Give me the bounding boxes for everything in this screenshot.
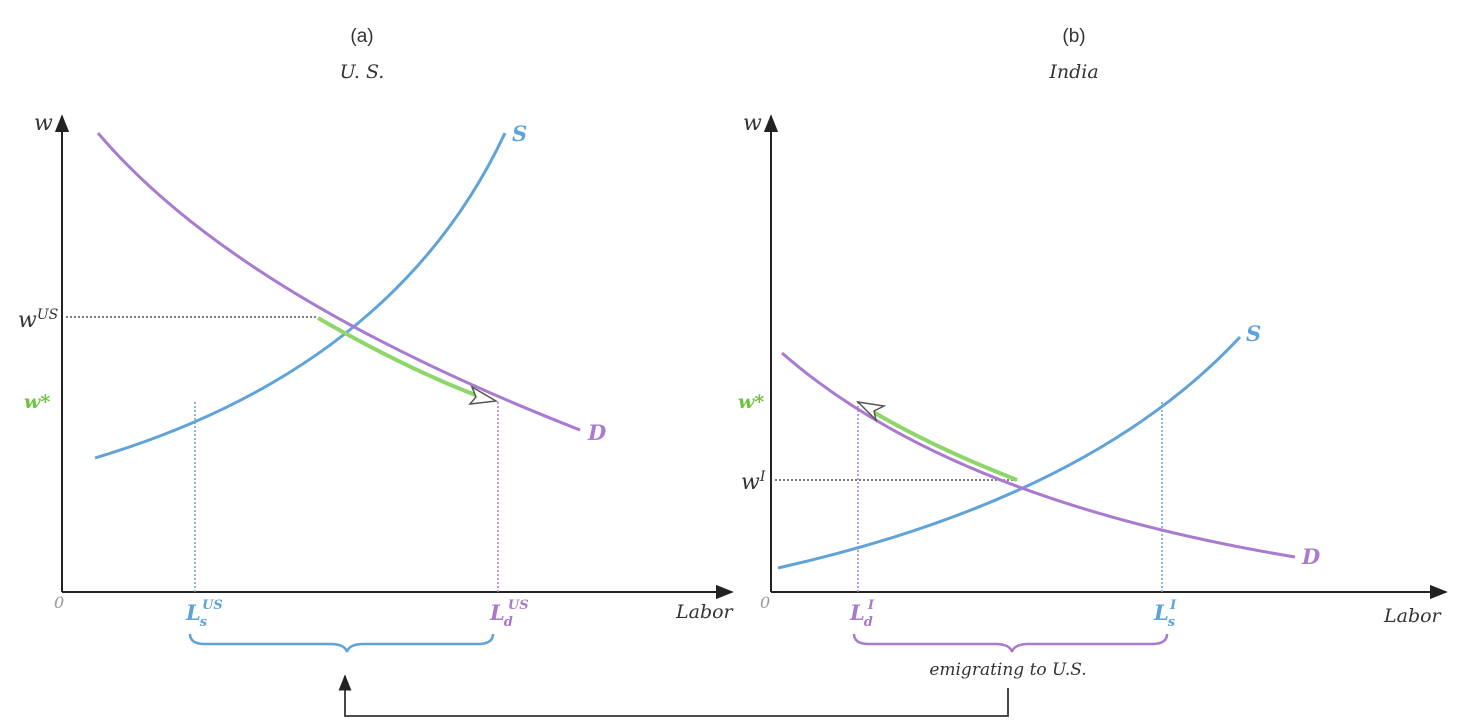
panel-a-x-axis-label: Labor xyxy=(675,601,735,623)
panel-b-brace xyxy=(852,633,1169,653)
panel-a-wage-us-label: wUS xyxy=(18,307,58,333)
panel-b-labor-supplied-label: LsI xyxy=(1153,598,1177,630)
panel-b-labor-demanded-label: LdI xyxy=(849,598,875,630)
panel-b-letter: (b) xyxy=(1062,26,1085,47)
panel-a-demand-curve xyxy=(96,132,581,432)
panel-a-labor-demanded-label: LdUS xyxy=(489,598,529,630)
panel-b-y-axis-label: w xyxy=(743,111,762,136)
emigration-connector xyxy=(338,674,1009,717)
panel-b-origin: 0 xyxy=(760,593,770,612)
panel-a: (a) U. S. w Labor 0 S D wUS w* LsUS LdUS xyxy=(18,26,735,653)
panel-b: (b) India w Labor 0 S D w* wI LdI LsI xyxy=(738,26,1448,680)
panel-a-origin: 0 xyxy=(54,593,64,612)
panel-b-supply-label: S xyxy=(1246,321,1261,346)
panel-b-brace-label: emigrating to U.S. xyxy=(929,660,1086,680)
panel-a-movement-segment xyxy=(317,316,479,398)
panel-a-movement-arrowhead xyxy=(468,385,499,405)
panel-a-world-wage-label: w* xyxy=(24,391,50,413)
panel-b-demand-label: D xyxy=(1301,544,1321,569)
panel-a-country: U. S. xyxy=(340,61,385,83)
panel-b-world-wage-label: w* xyxy=(738,391,764,413)
panel-a-demand-label: D xyxy=(587,420,607,445)
panel-a-supply-label: S xyxy=(512,121,527,146)
panel-a-brace xyxy=(188,633,495,653)
panel-b-movement-segment xyxy=(868,408,1018,482)
panel-a-y-axis-label: w xyxy=(34,111,53,136)
panel-a-letter: (a) xyxy=(350,26,373,47)
panel-b-x-axis-label: Labor xyxy=(1383,605,1443,627)
panel-b-wage-india-label: wI xyxy=(741,469,766,495)
panel-a-supply-curve xyxy=(94,132,507,460)
panel-b-supply-curve xyxy=(777,335,1242,570)
panel-b-movement-arrowhead xyxy=(855,400,887,423)
panel-b-demand-curve xyxy=(781,351,1296,559)
panel-b-country: India xyxy=(1048,61,1098,83)
panel-a-labor-supplied-label: LsUS xyxy=(185,598,223,630)
